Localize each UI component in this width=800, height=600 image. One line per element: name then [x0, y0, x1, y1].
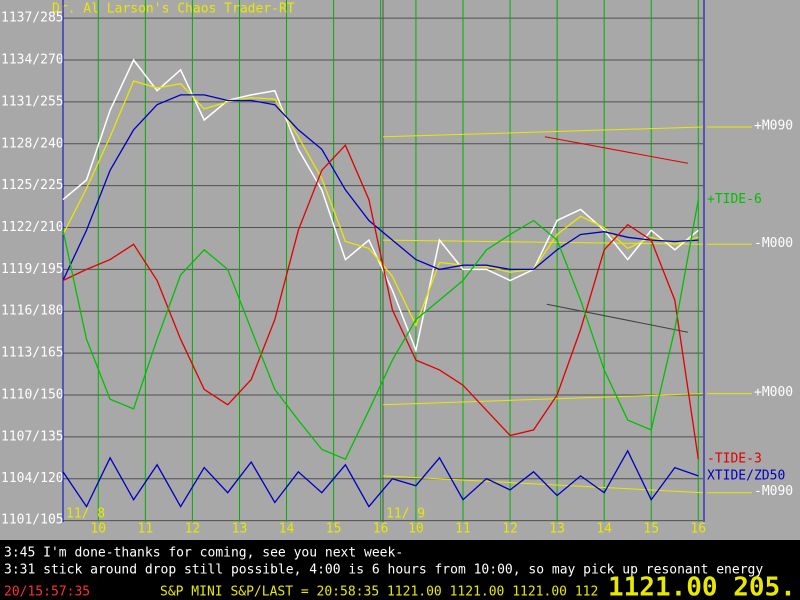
y-tick-label: 1119/195	[1, 262, 64, 277]
y-tick-label: 1104/120	[1, 471, 64, 486]
status-quote: S&P MINI S&P/LAST = 20:58:35 1121.00 112…	[160, 585, 598, 600]
series-line	[62, 58, 699, 353]
day-label: 11/ 9	[386, 507, 425, 522]
y-tick-label: 1131/255	[1, 94, 64, 109]
x-tick-label: 13	[549, 522, 565, 537]
y-tick-label: 1137/285	[1, 11, 64, 26]
x-tick-label: 14	[596, 522, 612, 537]
y-tick-label: 1101/105	[1, 513, 64, 528]
x-tick-label: 10	[408, 522, 424, 537]
x-tick-label: 15	[643, 522, 659, 537]
message-line: 3:45 I'm done-thanks for coming, see you…	[4, 546, 403, 561]
y-tick-label: 1128/240	[1, 136, 64, 151]
x-tick-label: 16	[690, 522, 706, 537]
status-price: 1121.00 205.	[608, 573, 796, 600]
status-clock: 20/15:57:35	[4, 585, 90, 600]
series-label: +TIDE-6	[707, 192, 762, 207]
level-label: -M000	[754, 236, 793, 251]
x-tick-label: 13	[232, 522, 248, 537]
y-tick-label: 1122/210	[1, 220, 64, 235]
chart-title: Dr. Al Larson's Chaos Trader-RT	[52, 2, 295, 17]
level-line	[382, 126, 704, 138]
y-tick-label: 1113/165	[1, 346, 64, 361]
series-line	[62, 144, 699, 460]
level-line	[382, 393, 704, 406]
x-tick-label: 16	[373, 522, 389, 537]
y-tick-label: 1107/135	[1, 429, 64, 444]
x-tick-label: 11	[138, 522, 154, 537]
series-line	[62, 94, 699, 281]
x-tick-label: 12	[185, 522, 201, 537]
series-label: -TIDE-3	[707, 452, 762, 467]
series-line	[62, 199, 699, 461]
y-tick-label: 1110/150	[1, 387, 64, 402]
x-tick-label: 14	[279, 522, 295, 537]
level-label: +M000	[754, 385, 793, 400]
y-tick-label: 1116/180	[1, 304, 64, 319]
message-panel	[0, 540, 800, 600]
series-line	[62, 449, 699, 508]
series-line	[62, 80, 699, 327]
series-label: XTIDE/ZD50	[707, 468, 785, 483]
x-tick-label: 12	[502, 522, 518, 537]
y-tick-label: 1134/270	[1, 53, 64, 68]
message-line: 3:31 stick around drop still possible, 4…	[4, 563, 763, 578]
chart-background	[0, 0, 800, 540]
x-tick-label: 11	[455, 522, 471, 537]
y-tick-label: 1125/225	[1, 178, 64, 193]
level-line	[382, 475, 704, 494]
x-tick-label: 15	[326, 522, 342, 537]
level-line	[382, 239, 704, 245]
level-label: +M090	[754, 119, 793, 134]
day-label: 11/ 8	[66, 507, 105, 522]
x-tick-label: 10	[90, 522, 106, 537]
level-label: -M090	[754, 484, 793, 499]
trend-line	[544, 136, 688, 164]
trend-line	[546, 303, 688, 333]
